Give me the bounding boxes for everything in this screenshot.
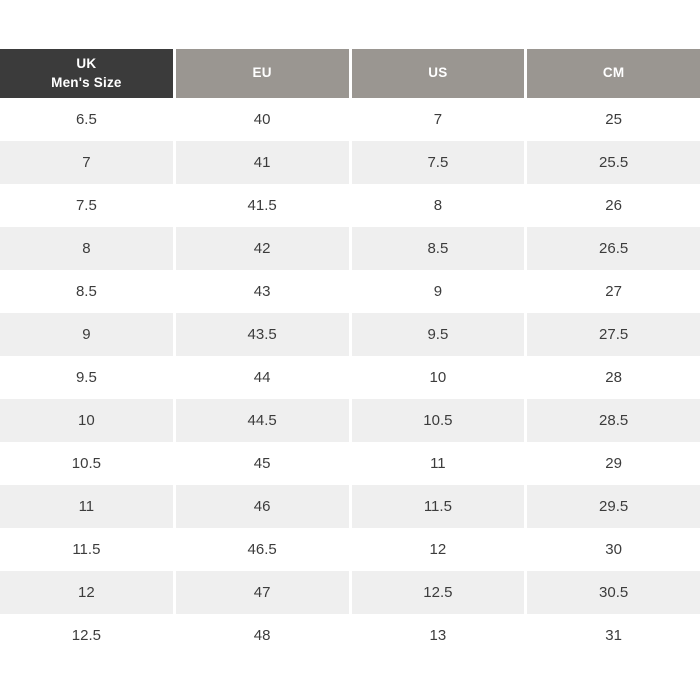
us-size-cell: 11 [351,442,525,485]
uk-size-cell: 7 [0,141,173,184]
us-size-cell: 10.5 [351,399,525,442]
table-row: 8 42 8.5 26.5 [0,227,700,270]
cm-size-cell: 25.5 [527,141,700,184]
cm-size-cell: 27.5 [527,313,700,356]
table-header-row: UK Men's Size EU US CM [0,49,700,98]
uk-size-cell: 11.5 [0,528,173,571]
eu-size-cell: 46 [175,485,349,528]
cm-size-cell: 26.5 [527,227,700,270]
cm-size-cell: 28.5 [527,399,700,442]
us-size-cell: 7 [351,98,525,141]
cm-size-cell: 29 [527,442,700,485]
uk-size-cell: 11 [0,485,173,528]
eu-size-cell: 43 [175,270,349,313]
table-row: 6.5 40 7 25 [0,98,700,141]
header-uk-line1: UK [76,56,97,72]
table-row: 12 47 12.5 30.5 [0,571,700,614]
uk-size-cell: 8 [0,227,173,270]
table-row: 9.5 44 10 28 [0,356,700,399]
eu-size-cell: 42 [175,227,349,270]
uk-size-cell: 10.5 [0,442,173,485]
eu-size-cell: 43.5 [175,313,349,356]
us-size-cell: 9.5 [351,313,525,356]
eu-size-cell: 45 [175,442,349,485]
cm-size-cell: 30 [527,528,700,571]
table-row: 10 44.5 10.5 28.5 [0,399,700,442]
eu-size-cell: 44.5 [175,399,349,442]
eu-size-cell: 41 [175,141,349,184]
us-size-cell: 11.5 [351,485,525,528]
eu-size-cell: 48 [175,614,349,657]
us-size-cell: 12 [351,528,525,571]
cm-size-cell: 31 [527,614,700,657]
header-us: US [351,49,525,98]
uk-size-cell: 12.5 [0,614,173,657]
eu-size-cell: 44 [175,356,349,399]
us-size-cell: 12.5 [351,571,525,614]
header-cm: CM [527,49,700,98]
cm-size-cell: 26 [527,184,700,227]
uk-size-cell: 7.5 [0,184,173,227]
eu-size-cell: 46.5 [175,528,349,571]
cm-size-cell: 27 [527,270,700,313]
uk-size-cell: 9 [0,313,173,356]
uk-size-cell: 9.5 [0,356,173,399]
cm-size-cell: 28 [527,356,700,399]
us-size-cell: 8.5 [351,227,525,270]
table-row: 12.5 48 13 31 [0,614,700,657]
us-size-cell: 8 [351,184,525,227]
cm-size-cell: 30.5 [527,571,700,614]
header-uk-line2: Men's Size [51,74,122,90]
us-size-cell: 9 [351,270,525,313]
table-body: 6.5 40 7 25 7 41 7.5 25.5 7.5 41.5 8 26 … [0,98,700,657]
table-row: 7 41 7.5 25.5 [0,141,700,184]
eu-size-cell: 40 [175,98,349,141]
size-conversion-table: UK Men's Size EU US CM 6.5 40 7 25 7 41 … [0,49,700,657]
table-row: 10.5 45 11 29 [0,442,700,485]
table-row: 9 43.5 9.5 27.5 [0,313,700,356]
table-row: 11 46 11.5 29.5 [0,485,700,528]
uk-size-cell: 8.5 [0,270,173,313]
table-row: 11.5 46.5 12 30 [0,528,700,571]
table-row: 7.5 41.5 8 26 [0,184,700,227]
header-uk-mens-size: UK Men's Size [0,49,173,98]
uk-size-cell: 6.5 [0,98,173,141]
cm-size-cell: 29.5 [527,485,700,528]
us-size-cell: 7.5 [351,141,525,184]
us-size-cell: 13 [351,614,525,657]
us-size-cell: 10 [351,356,525,399]
header-eu: EU [175,49,349,98]
eu-size-cell: 47 [175,571,349,614]
table-row: 8.5 43 9 27 [0,270,700,313]
uk-size-cell: 10 [0,399,173,442]
uk-size-cell: 12 [0,571,173,614]
cm-size-cell: 25 [527,98,700,141]
eu-size-cell: 41.5 [175,184,349,227]
